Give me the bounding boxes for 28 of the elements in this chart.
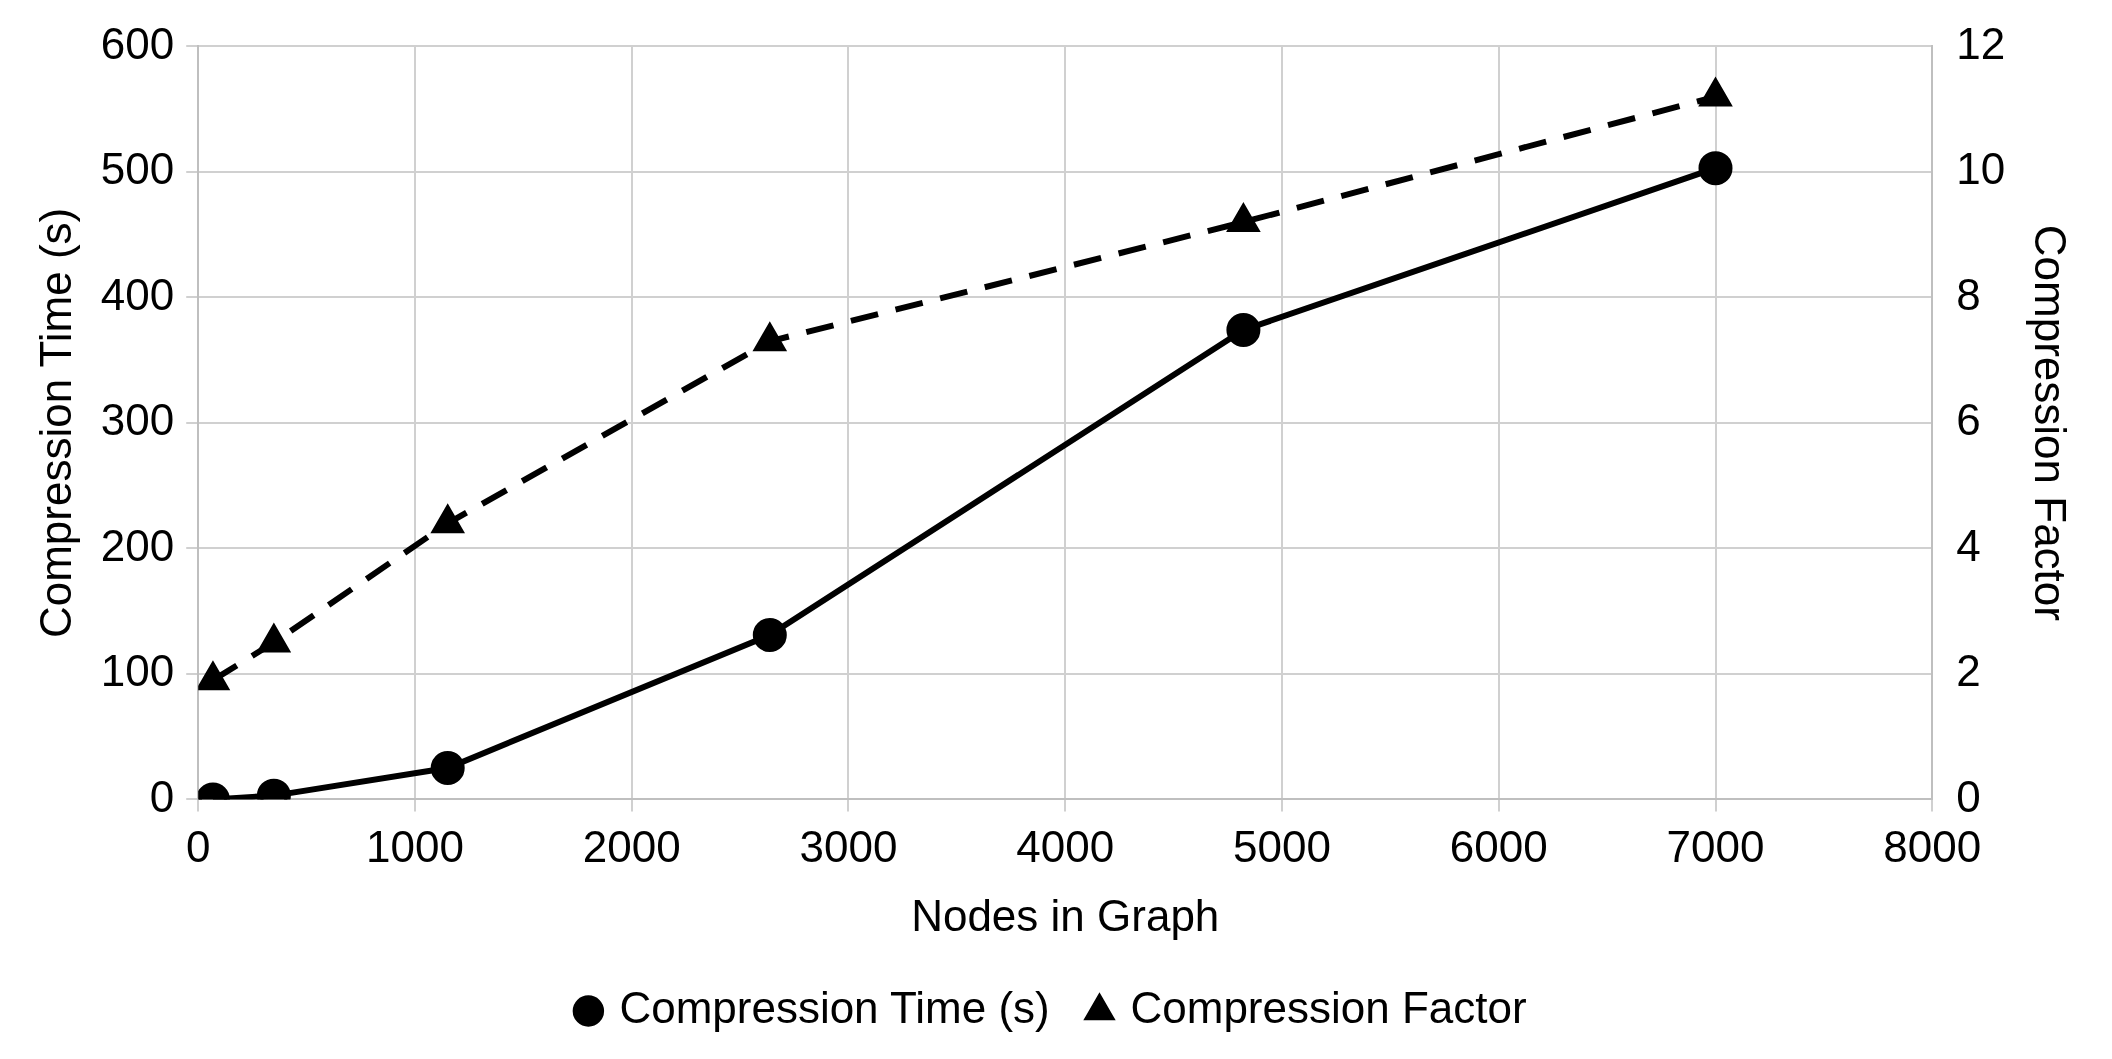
y2-tick-label: 8 <box>1956 269 1981 319</box>
y2-tick-label: 6 <box>1956 395 1981 445</box>
y2-tick-label: 0 <box>1956 771 1981 821</box>
y2-tick-label: 12 <box>1956 18 2006 68</box>
x-tick-label: 6000 <box>1449 821 1548 871</box>
x-tick-label: 3000 <box>799 821 898 871</box>
y-tick-label: 400 <box>100 269 175 319</box>
y-tick-label: 0 <box>149 771 175 821</box>
x-tick-label: 8000 <box>1883 821 1982 871</box>
y-tick-label: 200 <box>100 520 175 570</box>
y-tick-label: 100 <box>100 646 175 696</box>
x-tick-label: 7000 <box>1666 821 1765 871</box>
y2-tick-label: 2 <box>1956 646 1981 696</box>
y-tick-label: 600 <box>100 18 175 68</box>
y2-tick-label: 10 <box>1956 144 2006 194</box>
legend-label: Compression Time (s) <box>619 983 1050 1033</box>
y2-axis-title: Compression Factor <box>2026 224 2076 621</box>
x-tick-label: 0 <box>185 821 211 871</box>
y-tick-label: 300 <box>100 395 175 445</box>
y-tick-label: 500 <box>100 144 175 194</box>
x-tick-label: 1000 <box>366 821 464 871</box>
x-axis-title: Nodes in Graph <box>911 890 1220 940</box>
y-axis-title: Compression Time (s) <box>30 207 80 639</box>
y2-tick-label: 4 <box>1956 520 1981 570</box>
legend-label: Compression Factor <box>1130 983 1527 1033</box>
x-tick-label: 5000 <box>1233 821 1331 871</box>
x-tick-label: 2000 <box>582 821 681 871</box>
x-tick-label: 4000 <box>1016 821 1115 871</box>
